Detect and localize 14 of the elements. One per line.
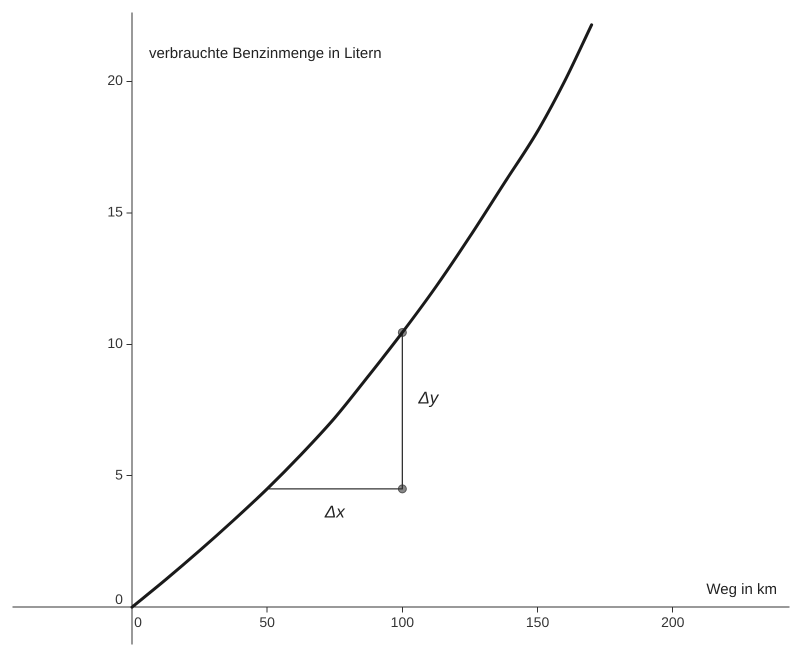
y-axis-title: verbrauchte Benzinmenge in Litern xyxy=(148,45,382,62)
y-tick-label: 10 xyxy=(107,335,124,352)
annotation: Δx xyxy=(324,502,346,522)
x-tick-label: 50 xyxy=(259,614,276,630)
annotation: Δy xyxy=(417,388,440,408)
y-tick-label: 15 xyxy=(107,204,124,220)
y-tick-label: 20 xyxy=(107,72,124,88)
y-tick-label: 5 xyxy=(115,466,124,483)
x-tick-label: 100 xyxy=(390,614,414,630)
y-tick-label: 0 xyxy=(115,591,124,608)
x-axis-title: Weg in km xyxy=(706,580,777,598)
x-tick-label: 200 xyxy=(661,614,685,630)
x-tick-label: 150 xyxy=(526,614,550,630)
x-tick-label: 0 xyxy=(134,614,142,630)
